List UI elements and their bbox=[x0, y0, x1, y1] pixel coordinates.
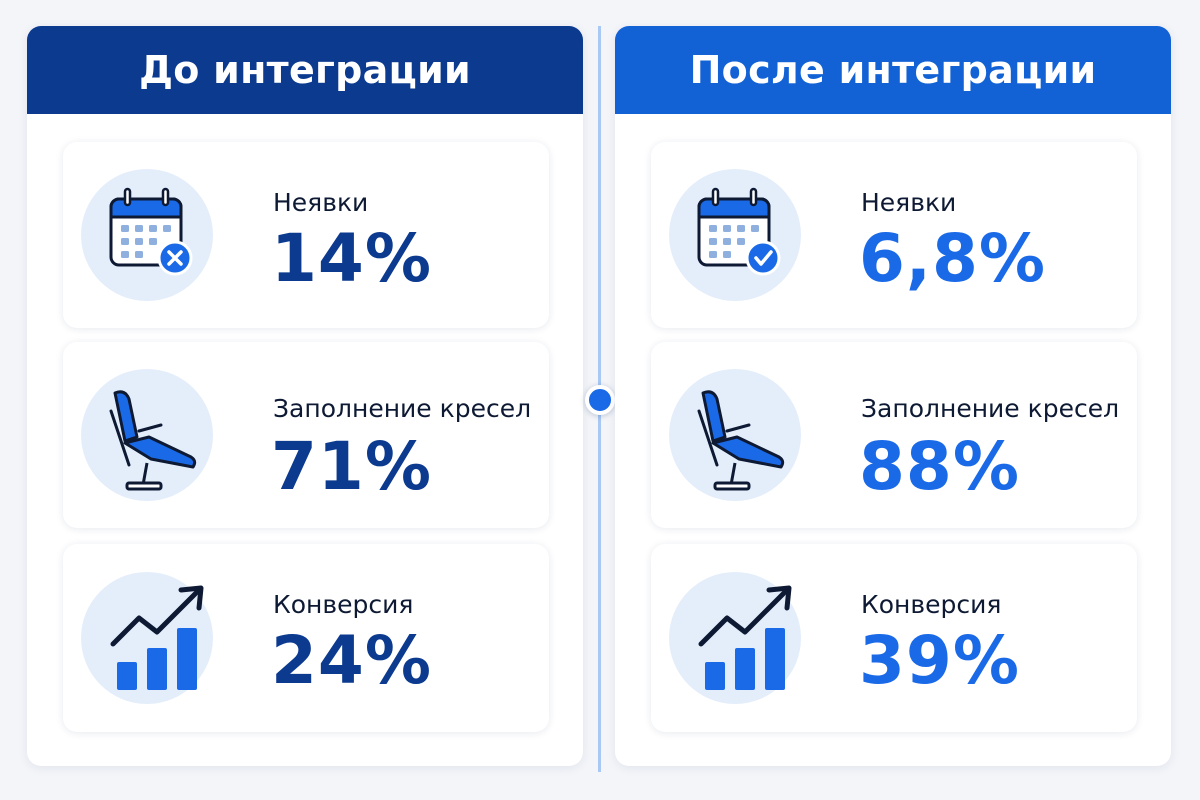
after-no-show-label: Неявки bbox=[861, 188, 957, 217]
before-conversion-card: Конверсия 24% bbox=[63, 544, 549, 732]
growth-chart-icon bbox=[669, 572, 801, 704]
after-panel-title: После интеграции bbox=[615, 26, 1171, 114]
before-conversion-label: Конверсия bbox=[273, 590, 414, 619]
before-panel-title: До интеграции bbox=[27, 26, 583, 114]
divider-dot bbox=[585, 385, 615, 415]
before-panel: До интеграции Неявки 14% bbox=[27, 26, 583, 766]
growth-chart-icon bbox=[81, 572, 213, 704]
before-conversion-value: 24% bbox=[271, 622, 432, 699]
before-chair-occupancy-card: Заполнение кресел 71% bbox=[63, 342, 549, 528]
calendar-x-icon bbox=[81, 169, 213, 301]
after-conversion-label: Конверсия bbox=[861, 590, 1002, 619]
before-no-show-label: Неявки bbox=[273, 188, 369, 217]
before-chair-occupancy-value: 71% bbox=[271, 428, 432, 505]
after-no-show-value: 6,8% bbox=[859, 220, 1047, 297]
after-no-show-card: Неявки 6,8% bbox=[651, 142, 1137, 328]
calendar-check-icon bbox=[669, 169, 801, 301]
after-panel: После интеграции Неявки 6,8% bbox=[615, 26, 1171, 766]
before-chair-occupancy-label: Заполнение кресел bbox=[273, 394, 532, 423]
after-chair-occupancy-card: Заполнение кресел 88% bbox=[651, 342, 1137, 528]
before-no-show-value: 14% bbox=[271, 220, 432, 297]
dental-chair-icon bbox=[669, 369, 801, 501]
after-conversion-value: 39% bbox=[859, 622, 1020, 699]
after-chair-occupancy-value: 88% bbox=[859, 428, 1020, 505]
after-chair-occupancy-label: Заполнение кресел bbox=[861, 394, 1120, 423]
after-conversion-card: Конверсия 39% bbox=[651, 544, 1137, 732]
dental-chair-icon bbox=[81, 369, 213, 501]
before-no-show-card: Неявки 14% bbox=[63, 142, 549, 328]
